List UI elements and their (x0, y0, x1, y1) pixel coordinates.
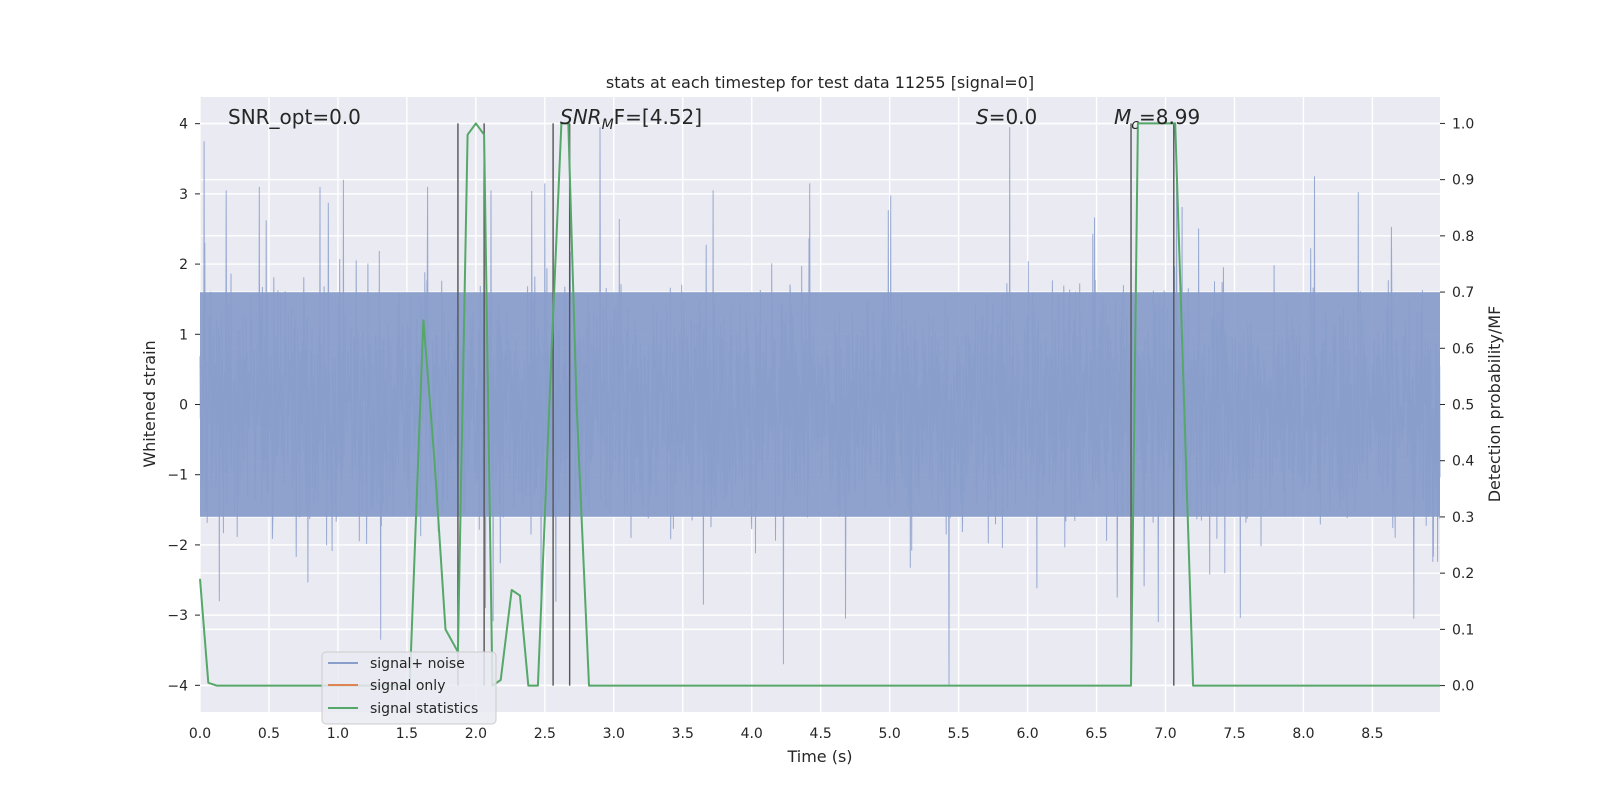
x-tick-label-16: 8.0 (1292, 726, 1314, 742)
annotation-snr-opt: SNR_opt=0.0 (228, 105, 361, 129)
y-tick-label-left-6: −2 (167, 538, 188, 554)
y-tick-label-right-8: 0.2 (1452, 566, 1474, 582)
y-tick-label-left-5: −1 (167, 468, 188, 484)
x-tick-label-7: 3.5 (672, 726, 694, 742)
x-tick-label-5: 2.5 (534, 726, 556, 742)
x-tick-label-2: 1.0 (327, 726, 349, 742)
y-ticks-left: 4 3 2 1 0 −1 −2 −3 −4 (167, 117, 200, 694)
x-tick-label-15: 7.5 (1223, 726, 1245, 742)
y-tick-label-right-9: 0.1 (1452, 622, 1474, 638)
y-tick-label-left-4: 0 (179, 398, 188, 414)
y-tick-label-left-2: 2 (179, 257, 188, 273)
y-tick-label-left-7: −3 (167, 608, 188, 624)
y-tick-label-right-6: 0.4 (1452, 454, 1474, 470)
x-tick-label-0: 0.0 (189, 726, 211, 742)
y-tick-label-left-8: −4 (167, 678, 188, 694)
signal-statistics-line (199, 122, 1440, 687)
x-ticks: 0.0 0.5 1.0 1.5 2.0 2.5 3.0 3.5 4.0 4.5 5.0 5.5 6.0 6… (189, 726, 1384, 742)
y-ticks-right: 1.0 0.9 0.8 0.7 0.6 0.5 0.4 0.3 0.2 0.1 0.0 (1440, 116, 1474, 695)
x-tick-label-8: 4.0 (741, 726, 763, 742)
y-tick-label-right-7: 0.3 (1452, 510, 1474, 526)
x-tick-label-13: 6.5 (1085, 726, 1107, 742)
x-tick-label-14: 7.0 (1154, 726, 1176, 742)
noise-line (199, 127, 1441, 686)
y-tick-label-left-1: 3 (179, 187, 188, 203)
legend-label-noise: signal+ noise (370, 656, 465, 672)
y-tick-label-right-2: 0.8 (1452, 229, 1474, 245)
x-axis-label: Time (s) (786, 747, 852, 766)
x-tick-label-3: 1.5 (396, 726, 418, 742)
legend: signal+ noise signal only signal statist… (321, 651, 497, 725)
x-tick-label-6: 3.0 (603, 726, 625, 742)
y-tick-label-right-3: 0.7 (1452, 285, 1474, 301)
signal-statistics-series (199, 122, 1440, 687)
y-tick-label-right-1: 0.9 (1452, 173, 1474, 189)
annotation-mc: Mc=8.99 (1114, 105, 1200, 133)
vertical-markers (457, 123, 1175, 686)
y-tick-label-right-5: 0.5 (1452, 398, 1474, 414)
legend-label-statistics: signal statistics (370, 701, 478, 717)
y-tick-label-left-0: 4 (179, 117, 188, 133)
y-tick-label-right-0: 1.0 (1452, 116, 1474, 132)
x-tick-label-1: 0.5 (258, 726, 280, 742)
x-tick-label-17: 8.5 (1361, 726, 1383, 742)
legend-box (321, 651, 497, 725)
y-tick-label-right-4: 0.6 (1452, 341, 1474, 357)
x-tick-label-11: 5.5 (947, 726, 969, 742)
y-axis-label-left: Whitened strain (140, 340, 159, 467)
y-tick-label-right-10: 0.0 (1452, 679, 1474, 695)
y-tick-label-left-3: 1 (179, 327, 188, 343)
chart-title: stats at each timestep for test data 112… (606, 73, 1034, 92)
annotation-s: S=0.0 (976, 105, 1037, 129)
x-tick-label-4: 2.0 (465, 726, 487, 742)
x-tick-label-12: 6.0 (1016, 726, 1038, 742)
x-tick-label-10: 5.0 (879, 726, 901, 742)
legend-label-signal-only: signal only (370, 678, 445, 694)
annotation-snr-mf: SNRMF=[4.52] (560, 105, 702, 133)
y-axis-label-right: Detection probability/MF (1485, 306, 1504, 503)
noise-series (199, 127, 1441, 686)
x-tick-label-9: 4.5 (810, 726, 832, 742)
